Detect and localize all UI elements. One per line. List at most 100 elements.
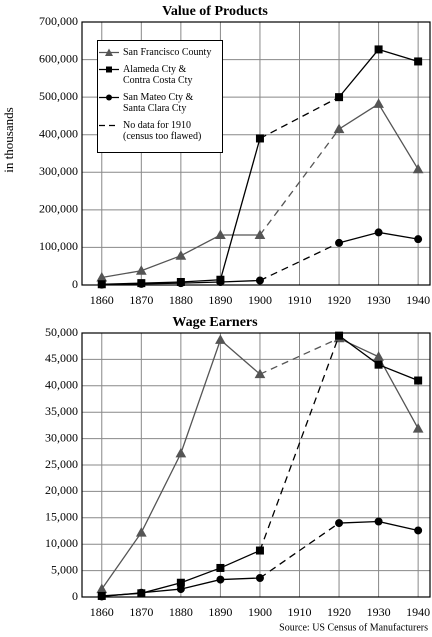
y-tick-label: 10,000: [45, 536, 78, 550]
x-tick-label: 1870: [129, 605, 153, 619]
gap-line: [259, 96, 340, 140]
y-tick-label: 30,000: [45, 430, 78, 444]
marker: [215, 229, 226, 240]
x-tick-label: 1930: [367, 605, 391, 619]
legend-entry: San Francisco County: [98, 47, 222, 58]
marker: [97, 592, 106, 601]
marker: [414, 57, 423, 66]
legend-label: San Mateo Cty & Santa Clara Cty: [123, 92, 194, 114]
marker: [254, 229, 266, 240]
y-tick-label: 700,000: [39, 14, 78, 28]
x-tick-label: 1890: [208, 605, 232, 619]
x-tick-label: 1860: [90, 605, 114, 619]
legend-swatch: [99, 94, 119, 101]
gap-line: [259, 128, 340, 236]
legend-label: No data for 1910 (census too flawed): [123, 120, 202, 142]
gap-line: [259, 337, 340, 375]
x-tick-label: 1900: [248, 605, 272, 619]
y-tick-label: 300,000: [39, 164, 78, 178]
marker: [412, 423, 424, 433]
y-axis-label: in thousands: [1, 107, 16, 172]
legend-marker: [105, 48, 113, 56]
marker: [335, 238, 344, 247]
marker: [333, 123, 345, 134]
marker: [414, 376, 423, 385]
marker: [135, 527, 147, 537]
y-tick-label: 0: [72, 277, 78, 291]
plot-frame: [81, 332, 431, 598]
legend-entry: San Mateo Cty & Santa Clara Cty: [98, 92, 222, 114]
legend-swatch: [99, 48, 119, 56]
y-tick-label: 25,000: [45, 457, 78, 471]
chart-title: Wage Earners: [172, 315, 258, 330]
y-tick-label: 100,000: [39, 239, 78, 253]
marker: [373, 98, 384, 108]
marker: [414, 526, 423, 535]
x-tick-label: 1880: [169, 605, 193, 619]
y-tick-label: 35,000: [45, 404, 78, 418]
marker: [175, 447, 187, 458]
x-tick-label: 1880: [169, 293, 193, 307]
x-tick-label: 1900: [248, 293, 272, 307]
marker: [135, 265, 147, 275]
marker: [374, 45, 383, 54]
x-tick-label: 1930: [367, 293, 391, 307]
marker: [374, 517, 383, 526]
marker: [216, 277, 225, 286]
marker: [412, 163, 424, 174]
y-tick-label: 600,000: [39, 51, 78, 65]
marker: [175, 250, 187, 260]
y-tick-label: 5,000: [51, 562, 78, 576]
x-tick-label: 1920: [327, 605, 351, 619]
marker: [216, 563, 225, 572]
x-tick-label: 1860: [90, 293, 114, 307]
y-tick-label: 45,000: [45, 351, 78, 365]
legend-swatch: [99, 66, 119, 73]
y-tick-label: 50,000: [45, 325, 78, 339]
y-tick-label: 15,000: [45, 510, 78, 524]
gap-line: [259, 242, 340, 282]
legend-marker: [106, 94, 112, 101]
marker: [255, 134, 264, 143]
marker: [176, 279, 185, 288]
chart-title: Value of Products: [162, 4, 268, 19]
y-tick-label: 0: [72, 589, 78, 603]
gap-line: [259, 335, 340, 551]
x-tick-label: 1920: [327, 293, 351, 307]
legend-entry: No data for 1910 (census too flawed): [98, 120, 222, 142]
marker: [374, 228, 383, 237]
x-tick-label: 1890: [208, 293, 232, 307]
y-tick-label: 40,000: [45, 378, 78, 392]
y-tick-label: 20,000: [45, 483, 78, 497]
legend-label: San Francisco County: [123, 47, 212, 58]
marker: [255, 546, 264, 555]
legend-swatch: [99, 124, 119, 127]
marker: [255, 276, 264, 285]
marker: [335, 519, 344, 528]
plot-frame: [81, 21, 431, 286]
y-tick-label: 500,000: [39, 89, 78, 103]
marker: [335, 331, 344, 340]
marker: [335, 93, 344, 102]
y-tick-label: 200,000: [39, 202, 78, 216]
marker: [373, 351, 384, 361]
x-tick-label: 1910: [288, 293, 312, 307]
marker: [96, 583, 108, 594]
marker: [215, 334, 226, 344]
x-tick-label: 1940: [406, 605, 430, 619]
x-tick-label: 1910: [288, 605, 312, 619]
y-tick-label: 400,000: [39, 126, 78, 140]
marker: [374, 360, 383, 369]
legend-label: Alameda Cty & Contra Costa Cty: [123, 64, 193, 86]
marker: [255, 573, 264, 582]
x-tick-label: 1940: [406, 293, 430, 307]
marker: [176, 585, 185, 594]
marker: [216, 575, 225, 584]
x-tick-label: 1870: [129, 293, 153, 307]
legend: San Francisco County Alameda Cty & Contra…: [97, 40, 223, 153]
legend-entry: Alameda Cty & Contra Costa Cty: [98, 64, 222, 86]
source: Source: US Census of Manufacturers: [279, 622, 428, 633]
marker: [414, 235, 423, 244]
marker: [254, 368, 266, 379]
